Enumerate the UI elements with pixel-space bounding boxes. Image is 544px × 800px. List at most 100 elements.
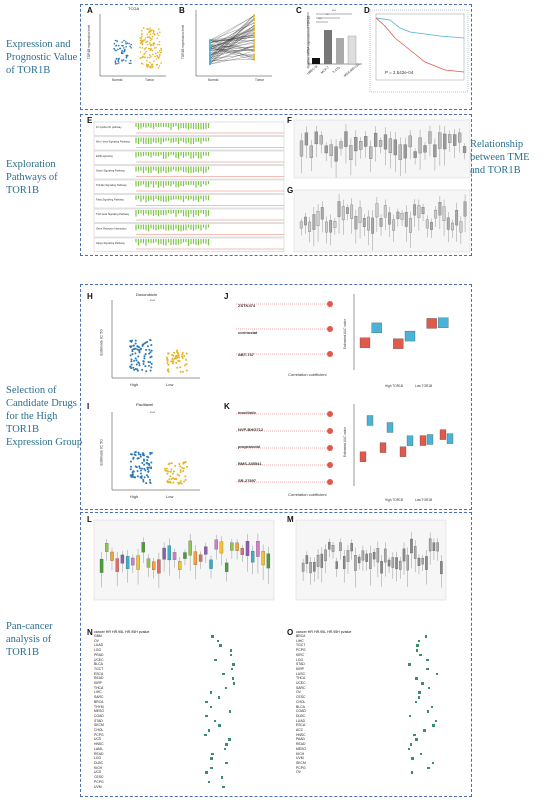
section-label-expression: Expression and Prognostic Value of TOR1B: [6, 39, 78, 76]
panel-b-point-normal: [209, 48, 211, 51]
panel-a-point-tumor: [156, 54, 158, 57]
forest-row: KIRP: [296, 667, 466, 672]
panel-a-point-tumor: [150, 44, 152, 47]
forest-row: PCPG: [296, 648, 466, 653]
panel-a-point-tumor: [151, 38, 153, 40]
scatter-point-high: [142, 458, 145, 461]
panel-k-lollipop: [236, 411, 333, 485]
panel-m-box: [387, 559, 391, 567]
forest-row: LIHC: [94, 690, 274, 695]
panel-l-box: [198, 554, 203, 562]
forest-hr-marker: [423, 729, 426, 732]
forest-hr-marker: [218, 724, 221, 727]
panel-a-point-tumor: [149, 39, 152, 42]
scatter-point-low: [166, 369, 169, 372]
forest-hr-marker: [417, 696, 421, 699]
panel-a-point-tumor: [151, 49, 154, 52]
panel-g-box: [442, 206, 446, 221]
panel-m-box: [376, 548, 380, 563]
forest-row: KICH: [296, 752, 466, 757]
panel-j-drug-0: ZSTK474: [238, 303, 256, 308]
panel-letter-m: M: [287, 515, 294, 524]
forest-row: BRCA: [94, 700, 274, 705]
scatter-point-high: [146, 345, 149, 348]
forest-hr-marker: [417, 639, 421, 643]
scatter-point-low: [185, 358, 188, 361]
forest-row: OV: [94, 639, 274, 644]
panel-a-point-tumor: [148, 47, 150, 50]
panel-a-point-normal: [114, 60, 117, 62]
scatter-point-high: [139, 453, 142, 456]
forest-row: KIRP: [94, 681, 274, 686]
panel-e-pathway-label: TGF-beta Signaling Pathway: [96, 212, 130, 216]
panel-d-km: [369, 9, 469, 93]
panel-a-point-normal: [116, 62, 118, 65]
panel-f-box: [339, 141, 343, 149]
panel-g-box: [430, 222, 433, 230]
panel-a-point-normal: [123, 47, 125, 49]
panel-b-pair-line: [209, 15, 255, 41]
scatter-point-low: [164, 469, 167, 472]
panel-b-pair-line: [209, 47, 255, 57]
panel-a-point-normal: [130, 43, 133, 46]
panel-e-pathway-label: ErbB signaling: [96, 154, 113, 158]
panel-a-point-normal: [114, 49, 116, 51]
scatter-point-low: [184, 461, 187, 464]
forest-row: KICH: [94, 766, 274, 771]
forest-row: KIRC: [296, 653, 466, 658]
scatter-point-high: [133, 359, 136, 362]
forest-row: UVM: [296, 756, 466, 761]
panel-a-point-tumor: [142, 27, 145, 29]
panel-a-point-normal: [114, 61, 117, 64]
forest-hr-marker: [426, 658, 429, 662]
panel-k-drug-3: BMS-345541: [238, 461, 262, 466]
panel-k-ylabel: Estimated AUC value: [343, 426, 348, 458]
scatter-point-high: [149, 369, 152, 372]
panel-a-point-tumor: [142, 55, 144, 58]
panel-a-point-tumor: [149, 61, 151, 64]
forest-hr-marker: [431, 761, 435, 765]
panel-g-box: [375, 203, 379, 218]
scatter-point-high: [150, 349, 153, 352]
panel-j-ylabel: Estimated AUC value: [343, 318, 348, 350]
panel-b-pair-line: [209, 44, 255, 63]
panel-l-box: [193, 551, 198, 565]
panel-a-point-tumor: [146, 33, 148, 36]
panel-a-point-tumor: [160, 62, 162, 64]
panel-f-box: [359, 141, 363, 150]
scatter-point-high: [135, 359, 138, 362]
panel-letter-e: E: [87, 116, 93, 125]
pair-box-high: [419, 435, 427, 446]
scatter-point-high: [138, 346, 141, 349]
panel-f-box: [304, 132, 309, 146]
panel-b-pair-line: [209, 28, 255, 64]
scatter-point-high: [131, 348, 134, 351]
forest-row: LUAD: [296, 719, 466, 724]
panel-a-xtick-normal: Normal: [112, 78, 123, 82]
scatter-point-low: [179, 465, 182, 468]
forest-row: PCPG: [296, 766, 466, 771]
scatter-point-low: [167, 463, 170, 466]
panel-letter-f: F: [287, 116, 292, 125]
scatter-point-high: [147, 475, 150, 478]
forest-row: THCA: [94, 686, 274, 691]
panel-f-box: [448, 134, 452, 143]
panel-m-box: [324, 549, 327, 562]
scatter-point-high: [130, 340, 133, 343]
panel-g-box: [396, 211, 400, 219]
scatter-point-low: [166, 358, 169, 361]
panel-g-box: [463, 201, 467, 217]
forest-hr-marker: [217, 696, 221, 699]
panel-e-pathway-label: Fc epsilon RI pathway: [96, 125, 122, 129]
bar-mda: [347, 35, 357, 65]
panel-a-point-normal: [128, 42, 130, 45]
panel-b-point-normal: [209, 53, 211, 56]
panel-k-box: [353, 404, 454, 486]
scatter-point-low: [167, 352, 170, 355]
forest-row: ESCA: [296, 723, 466, 728]
panel-o-forest: cancer HR HR.95L HR.95H pvalue BRCA LIHC TG…: [296, 630, 466, 795]
panel-a-point-normal: [115, 49, 117, 52]
forest-hr-marker: [415, 677, 418, 680]
scatter-point-high: [138, 467, 141, 470]
panel-l-box: [209, 559, 213, 569]
